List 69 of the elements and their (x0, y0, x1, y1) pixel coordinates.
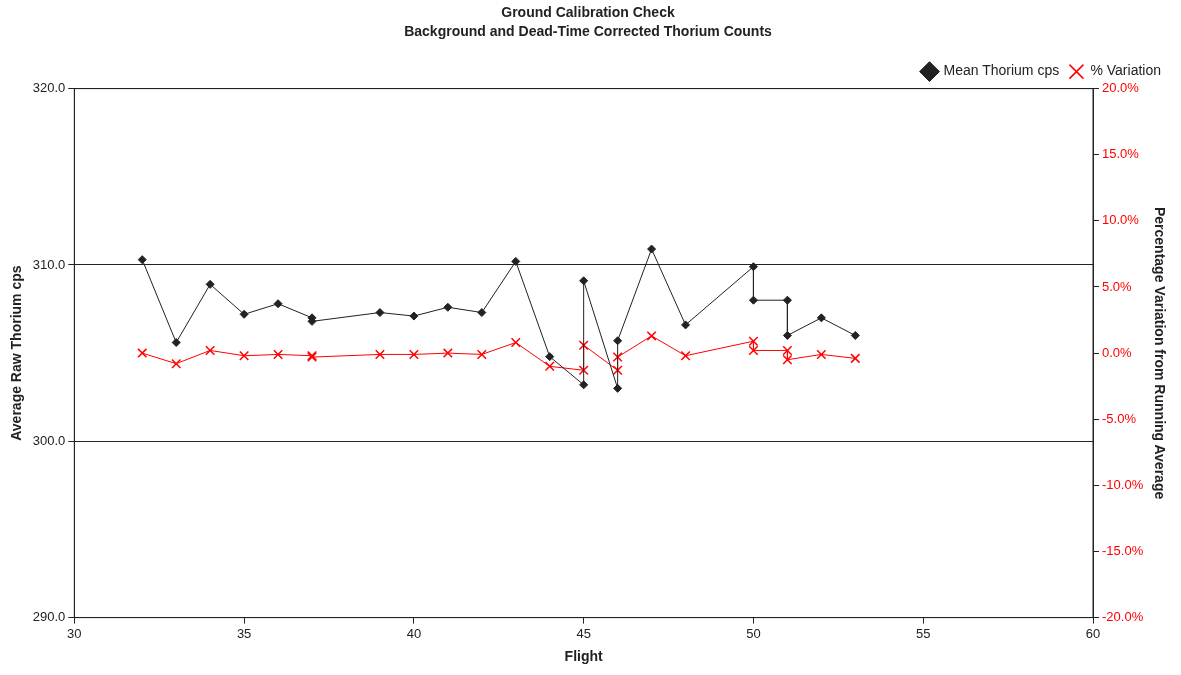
chart-subtitle: Background and Dead-Time Corrected Thorium Counts (404, 23, 773, 40)
point (647, 244, 657, 254)
point (816, 313, 826, 323)
point (646, 330, 657, 341)
y-tick-label: 320.0 (32, 80, 66, 96)
point (273, 299, 283, 309)
point (816, 349, 827, 360)
chart-title: Ground Calibration Check (501, 4, 675, 21)
y2-tick-label: 0.0% (1102, 344, 1133, 360)
x-tick-label: 30 (67, 625, 82, 641)
point (374, 349, 385, 360)
point (171, 358, 182, 369)
point (205, 345, 216, 356)
x-tick-label: 55 (916, 625, 931, 641)
y-axis-title: Average Raw Thorium cps (8, 265, 25, 441)
point (442, 348, 453, 359)
y-tick-label: 290.0 (32, 609, 66, 625)
x-tick-label: 40 (406, 625, 422, 641)
y2-tick-label: 15.0% (1102, 146, 1140, 162)
y-tick-label: 310.0 (32, 256, 66, 272)
x-tick-label: 60 (1085, 625, 1101, 641)
point (273, 349, 284, 360)
point (137, 255, 147, 265)
point (578, 340, 589, 351)
point (681, 320, 691, 330)
point (578, 365, 589, 376)
point (375, 308, 385, 318)
point (137, 348, 148, 359)
x-tick-label: 50 (746, 625, 761, 641)
point (782, 330, 792, 340)
point (579, 380, 589, 390)
legend-label: % Variation (1090, 62, 1162, 79)
point (680, 350, 691, 361)
point (850, 330, 860, 340)
point (409, 311, 419, 321)
point (850, 353, 861, 364)
point (477, 308, 487, 318)
x-tick-label: 35 (236, 625, 252, 641)
x-axis-title: Flight (564, 648, 604, 665)
point (476, 349, 487, 360)
point (782, 295, 792, 305)
point (613, 383, 623, 393)
y2-tick-label: 5.0% (1102, 278, 1133, 294)
point (511, 256, 521, 266)
y2-tick-label: -10.0% (1102, 476, 1144, 492)
point (748, 262, 758, 272)
point (171, 338, 181, 348)
point (443, 302, 453, 312)
legend-label: Mean Thorium cps (943, 62, 1060, 79)
y2-tick-label: 20.0% (1102, 80, 1140, 96)
point (544, 361, 555, 372)
point (579, 276, 589, 286)
point (205, 279, 215, 289)
y2-axis-title: Percentage Variation from Running Average (1151, 206, 1168, 500)
point (408, 349, 419, 360)
y2-tick-label: 10.0% (1102, 212, 1140, 228)
point (239, 309, 249, 319)
point (612, 352, 623, 363)
point (239, 350, 250, 361)
y2-tick-label: -15.0% (1102, 543, 1144, 559)
point (613, 336, 623, 346)
y2-tick-label: -5.0% (1102, 410, 1137, 426)
point (510, 337, 521, 348)
y2-tick-label: -20.0% (1102, 609, 1144, 625)
x-tick-label: 45 (576, 625, 591, 641)
y-tick-label: 300.0 (32, 432, 66, 448)
point (545, 352, 555, 362)
point (748, 295, 758, 305)
point (612, 365, 623, 376)
